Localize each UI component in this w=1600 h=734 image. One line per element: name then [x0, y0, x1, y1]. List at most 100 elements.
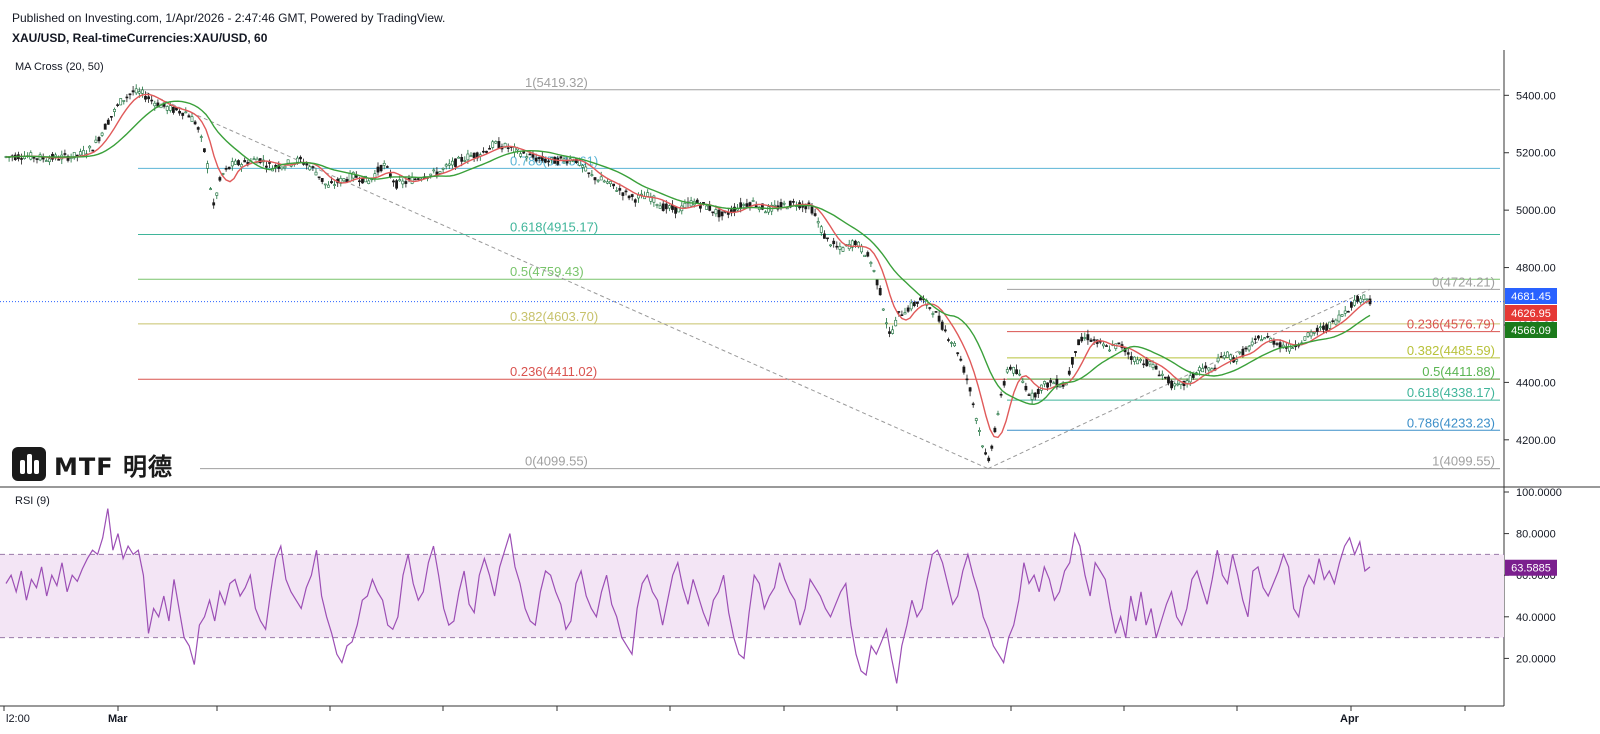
candle-body [720, 211, 724, 217]
candle-body [460, 157, 464, 162]
candle-body [407, 178, 411, 180]
candle-body [1145, 358, 1149, 367]
candle-body [165, 106, 169, 111]
candle-body [128, 93, 132, 96]
candle-body [869, 262, 873, 265]
time-axis-label: Mar [108, 713, 128, 725]
candle-body [1027, 394, 1031, 396]
candle-body [345, 179, 349, 183]
candle-body [395, 180, 399, 189]
candle-body [357, 180, 361, 183]
candle-body [1148, 361, 1152, 365]
candle-body [906, 307, 910, 312]
candle-body [977, 430, 981, 432]
fib-level-label: 0.382(4485.59) [1407, 343, 1495, 358]
candle-body [621, 192, 625, 196]
candle-body [1126, 352, 1130, 355]
candle-body [323, 183, 327, 186]
candle-body [829, 244, 833, 247]
candle-body [1260, 339, 1263, 342]
candle-body [674, 206, 678, 214]
candle-body [286, 159, 290, 164]
candle-body [683, 202, 687, 208]
candle-body [1253, 338, 1257, 341]
candle-body [881, 308, 885, 311]
candle-body [392, 180, 395, 183]
candle-body [835, 245, 839, 248]
candle-body [1219, 356, 1223, 358]
candle-body [1018, 373, 1022, 376]
price-tag-label: 4626.95 [1511, 308, 1551, 320]
candle-body [813, 213, 817, 216]
candle-body [711, 211, 715, 214]
candle-body [999, 393, 1003, 396]
candle-body [612, 183, 616, 187]
candle-body [311, 166, 315, 168]
candle-body [959, 358, 963, 361]
rsi-axis-label: 40.0000 [1516, 612, 1556, 624]
candle-body [218, 177, 222, 181]
candle-body [1077, 339, 1081, 346]
candle-body [987, 457, 991, 462]
candle-body [909, 302, 913, 310]
candle-body [382, 163, 386, 166]
candle-body [915, 301, 919, 304]
candle-body [528, 153, 532, 156]
candle-body [463, 160, 467, 162]
candle-body [388, 173, 392, 178]
candle-body [519, 153, 523, 157]
candle-body [35, 158, 39, 160]
candle-body [953, 342, 957, 347]
candle-body [398, 179, 402, 182]
candle-body [1058, 385, 1062, 388]
candle-body [47, 158, 51, 163]
candle-body [884, 322, 888, 325]
candle-body [596, 179, 600, 182]
candle-body [1133, 356, 1136, 362]
candle-body [559, 156, 563, 159]
candle-body [1105, 345, 1108, 347]
candle-body [937, 315, 941, 322]
candle-body [190, 116, 194, 122]
candle-body [354, 175, 358, 178]
candle-body [314, 171, 318, 176]
candle-body [1226, 351, 1229, 358]
candle-body [103, 123, 107, 130]
candle-body [20, 158, 23, 160]
candle-body [1036, 389, 1040, 395]
candle-body [1288, 343, 1291, 352]
candle-body [44, 160, 48, 162]
price-axis-label: 5200.00 [1516, 148, 1556, 160]
candle-body [1343, 310, 1347, 314]
candle-body [940, 321, 944, 330]
candle-body [1086, 334, 1090, 341]
price-tag-label: 4681.45 [1511, 291, 1551, 303]
rsi-axis-label: 20.0000 [1516, 653, 1556, 665]
fib-level-label: 0.618(4338.17) [1407, 385, 1495, 400]
candle-body [150, 99, 154, 102]
candle-body [826, 237, 829, 240]
candle-body [565, 160, 569, 164]
candle-body [385, 166, 389, 168]
candle-body [760, 203, 764, 210]
symbol-title: XAU/USD, Real-timeCurrencies:XAU/USD, 60 [12, 31, 268, 45]
candle-body [472, 152, 476, 159]
candle-body [950, 342, 953, 344]
rsi-value-tag [1505, 559, 1557, 576]
candle-body [72, 152, 76, 159]
candle-body [1331, 320, 1335, 322]
candle-body [1353, 299, 1356, 306]
candle-body [1024, 385, 1028, 391]
candle-body [429, 173, 433, 176]
candle-body [919, 297, 922, 301]
candle-body [1188, 375, 1192, 383]
fib-level-label: 0.236(4411.02) [510, 364, 597, 379]
candle-body [785, 207, 789, 210]
candle-body [1325, 324, 1329, 331]
candle-body [556, 157, 560, 165]
candle-body [968, 387, 972, 392]
candle-body [364, 175, 368, 183]
candle-body [172, 106, 175, 113]
candle-body [664, 203, 668, 210]
